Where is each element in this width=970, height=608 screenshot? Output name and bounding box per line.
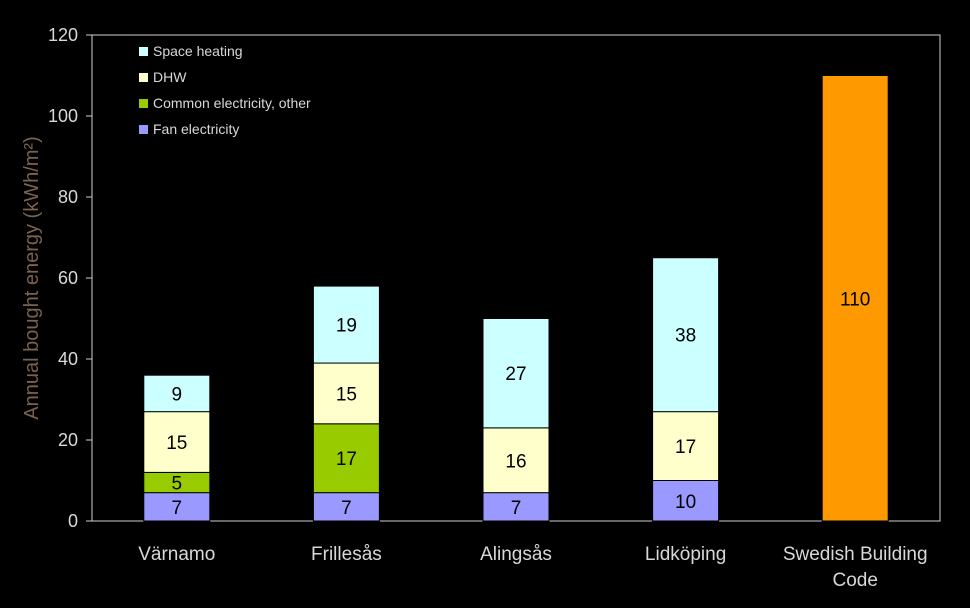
legend-label: DHW <box>153 69 187 85</box>
data-label: 7 <box>341 498 352 519</box>
legend-label: Common electricity, other <box>153 95 311 111</box>
data-label: 19 <box>336 316 357 337</box>
data-label: 10 <box>675 492 696 513</box>
x-tick-label: Värnamo <box>138 544 215 565</box>
legend-label: Space heating <box>153 43 243 59</box>
x-tick-label: Swedish Building <box>783 544 928 565</box>
data-label: 16 <box>505 451 526 472</box>
legend: Space heating DHW Common electricity, othe… <box>139 43 311 137</box>
bar-segment <box>652 480 720 522</box>
bar-segment <box>143 411 211 473</box>
legend-label: Fan electricity <box>153 121 239 137</box>
data-label: 7 <box>511 498 522 519</box>
bar-segment <box>482 318 550 429</box>
y-tick-label: 60 <box>58 268 78 288</box>
x-tick-label: Lidköping <box>645 544 726 565</box>
bar-segment <box>312 362 380 425</box>
bar-segment <box>482 427 550 494</box>
data-label: 15 <box>166 433 187 454</box>
y-tick-label: 0 <box>68 511 78 531</box>
bar-segment <box>652 257 720 413</box>
bar-segment <box>312 285 380 364</box>
x-tick-label: Code <box>832 570 877 591</box>
bar-segment <box>652 411 720 481</box>
bars: 7 5 15 9 7 17 15 19 7 16 27 10 17 38 110 <box>143 75 889 522</box>
legend-swatch <box>139 47 148 56</box>
data-label: 110 <box>840 289 870 310</box>
bar-segment <box>143 492 211 522</box>
legend-swatch <box>139 125 148 134</box>
y-tick-label: 120 <box>48 25 78 45</box>
bar-segment <box>143 374 211 413</box>
bar-segment <box>312 423 380 494</box>
data-label: 17 <box>336 449 357 470</box>
data-label: 9 <box>172 384 183 405</box>
bar-segment <box>312 492 380 522</box>
x-axis: Värnamo Frillesås Alingsås Lidköping Swedish… <box>138 544 927 591</box>
y-axis-label: Annual bought energy (kWh/m²) <box>21 136 43 419</box>
x-tick-label: Frillesås <box>311 544 382 565</box>
legend-swatch <box>139 99 148 108</box>
y-tick-label: 100 <box>48 106 78 126</box>
data-label: 5 <box>172 474 183 495</box>
y-axis: 0 20 40 60 80 100 120 <box>48 25 92 531</box>
data-label: 27 <box>505 364 526 385</box>
bar-segment <box>821 75 889 522</box>
data-label: 15 <box>336 384 357 405</box>
x-tick-label: Alingsås <box>480 544 552 565</box>
data-label: 7 <box>172 498 183 519</box>
data-label: 17 <box>675 437 696 458</box>
bar-segment <box>482 492 550 522</box>
data-label: 38 <box>675 326 696 347</box>
legend-swatch <box>139 73 148 82</box>
y-tick-label: 20 <box>58 430 78 450</box>
y-tick-label: 80 <box>58 187 78 207</box>
y-tick-label: 40 <box>58 349 78 369</box>
